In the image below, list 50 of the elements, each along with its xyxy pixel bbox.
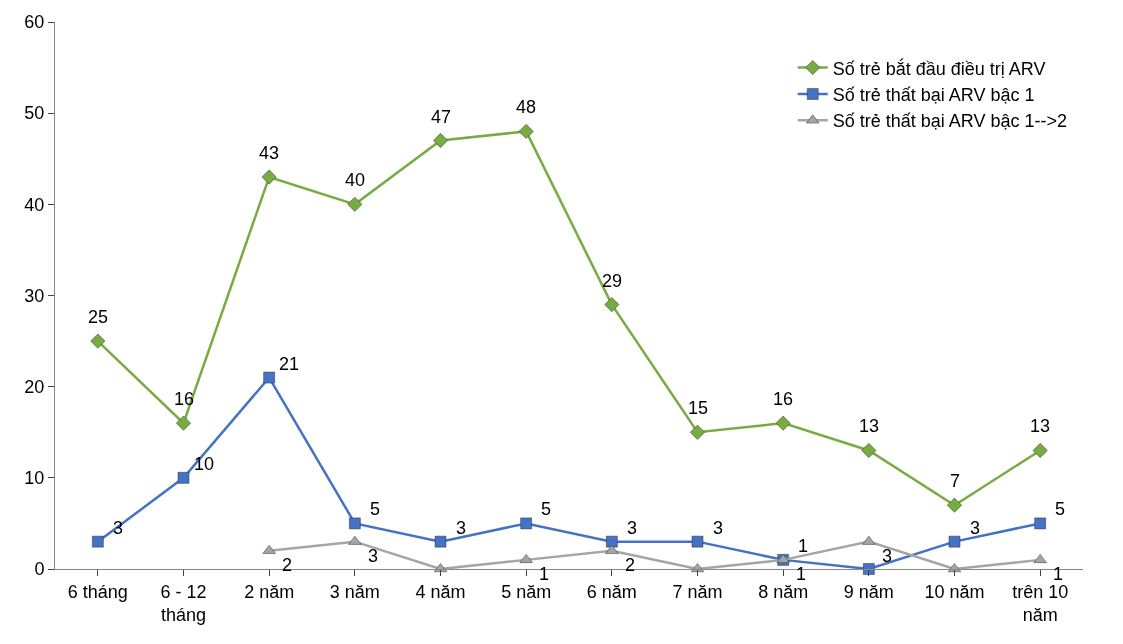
data-label: 3	[368, 546, 379, 566]
data-label: 48	[516, 97, 537, 117]
x-tick-label: 9 năm	[843, 581, 894, 602]
y-tick-label: 0	[34, 559, 45, 580]
x-tick-label: 6 tháng	[67, 581, 128, 602]
x-tick-label: 3 năm	[329, 581, 380, 602]
data-label: 3	[456, 518, 467, 538]
data-label: 15	[688, 398, 709, 418]
legend-label: Số trẻ thất bại ARV bậc 1	[832, 84, 1035, 105]
data-label: 3	[970, 518, 981, 538]
data-label: 40	[345, 170, 366, 190]
data-label: 43	[259, 143, 280, 163]
data-label: 5	[541, 499, 552, 519]
data-label: 2	[282, 555, 293, 575]
legend-label: Số trẻ bắt đầu điều trị ARV	[832, 57, 1046, 79]
data-label: 10	[194, 454, 215, 474]
data-label: 2	[625, 555, 636, 575]
y-tick-label: 20	[24, 376, 45, 397]
x-tick-label: 4 năm	[415, 581, 466, 602]
data-label: 1	[798, 536, 809, 556]
data-label: 3	[713, 518, 724, 538]
data-label: 13	[1030, 416, 1051, 436]
data-label: 21	[279, 354, 300, 374]
y-tick-label: 60	[24, 12, 45, 33]
x-tick-label: 6 năm	[586, 581, 637, 602]
data-label: 1	[1053, 564, 1064, 584]
data-label: 16	[773, 389, 794, 409]
x-tick-label: 8 năm	[758, 581, 809, 602]
data-label: 3	[627, 518, 638, 538]
legend-label: Số trẻ thất bại ARV bậc 1-->2	[832, 111, 1068, 132]
y-tick-label: 30	[24, 285, 45, 306]
data-label: 5	[1055, 499, 1066, 519]
x-tick-label: 10 năm	[924, 581, 985, 602]
data-label: 13	[859, 416, 880, 436]
data-label: 7	[950, 471, 961, 491]
data-label: 47	[431, 107, 452, 127]
y-tick-label: 40	[24, 194, 45, 215]
y-tick-label: 50	[24, 103, 45, 124]
data-label: 3	[882, 546, 893, 566]
data-label: 25	[88, 307, 109, 327]
data-label: 29	[602, 271, 623, 291]
y-tick-label: 10	[24, 468, 45, 489]
x-tick-label: trên 10 năm	[1012, 581, 1069, 625]
data-label: 5	[370, 499, 381, 519]
x-tick-label: 5 năm	[501, 581, 552, 602]
x-tick-label: 2 năm	[244, 581, 295, 602]
x-tick-label: 6 - 12 tháng	[160, 581, 207, 625]
x-tick-label: 7 năm	[672, 581, 723, 602]
data-label: 1	[796, 564, 807, 584]
data-label: 1	[539, 564, 550, 584]
